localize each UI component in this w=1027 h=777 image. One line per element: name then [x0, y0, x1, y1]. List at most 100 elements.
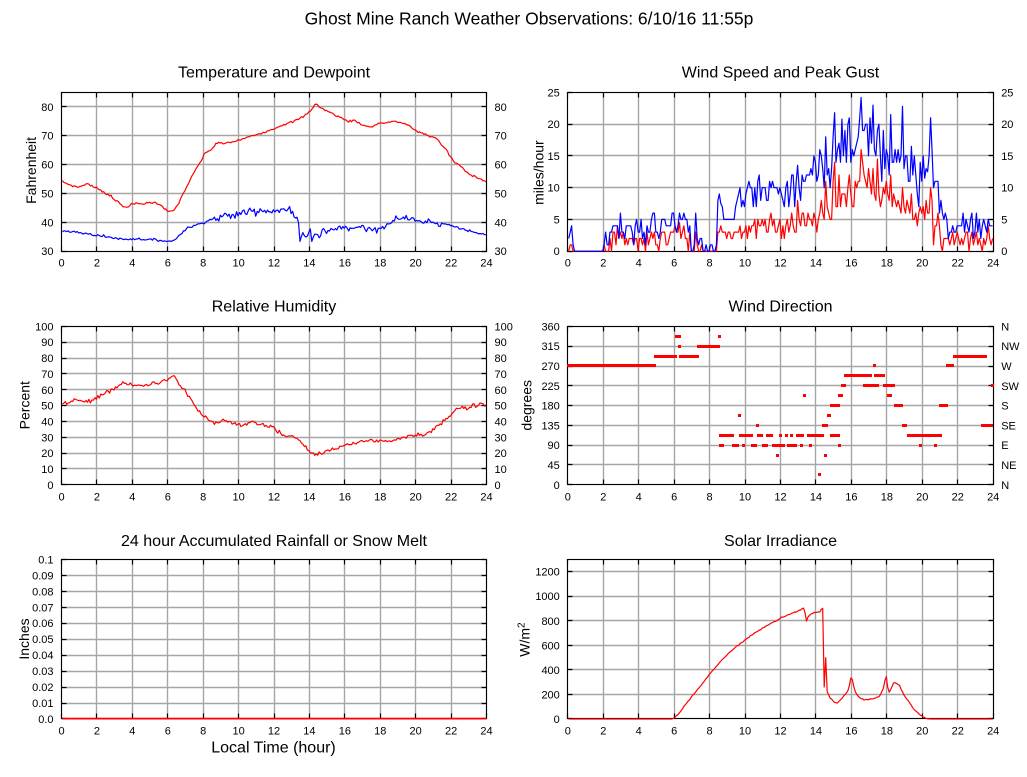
- svg-text:12: 12: [268, 726, 280, 738]
- svg-text:200: 200: [541, 689, 559, 701]
- svg-text:24: 24: [987, 491, 999, 503]
- svg-text:8: 8: [200, 258, 206, 270]
- svg-text:0: 0: [495, 480, 501, 492]
- svg-text:2: 2: [600, 258, 606, 270]
- svg-text:Wind Direction: Wind Direction: [728, 298, 832, 315]
- svg-text:10: 10: [495, 464, 507, 476]
- svg-text:20: 20: [410, 726, 422, 738]
- svg-text:Wind Speed and Peak Gust: Wind Speed and Peak Gust: [682, 65, 880, 82]
- svg-text:180: 180: [541, 401, 559, 413]
- svg-text:6: 6: [165, 726, 171, 738]
- svg-text:400: 400: [541, 665, 559, 677]
- svg-text:10: 10: [232, 258, 244, 270]
- svg-text:S: S: [1001, 401, 1008, 413]
- svg-text:18: 18: [881, 491, 893, 503]
- svg-text:24: 24: [480, 491, 492, 503]
- svg-text:18: 18: [881, 258, 893, 270]
- svg-text:80: 80: [41, 353, 53, 365]
- svg-text:8: 8: [707, 491, 713, 503]
- svg-text:Relative Humidity: Relative Humidity: [212, 298, 336, 315]
- svg-text:0.04: 0.04: [32, 650, 53, 662]
- svg-text:0: 0: [565, 491, 571, 503]
- svg-text:0: 0: [58, 258, 64, 270]
- svg-text:5: 5: [1001, 214, 1007, 226]
- svg-text:30: 30: [495, 432, 507, 444]
- svg-text:SE: SE: [1001, 420, 1016, 432]
- svg-text:6: 6: [165, 258, 171, 270]
- svg-text:30: 30: [495, 246, 507, 258]
- svg-text:360: 360: [541, 321, 559, 333]
- svg-text:Inches: Inches: [16, 618, 32, 659]
- svg-text:8: 8: [200, 491, 206, 503]
- svg-text:NE: NE: [1001, 460, 1016, 472]
- svg-text:22: 22: [952, 491, 964, 503]
- svg-text:2: 2: [94, 491, 100, 503]
- svg-text:8: 8: [707, 726, 713, 738]
- svg-text:NW: NW: [1001, 341, 1020, 353]
- svg-text:14: 14: [810, 258, 822, 270]
- svg-text:0.0: 0.0: [38, 714, 53, 726]
- svg-text:0.02: 0.02: [32, 682, 53, 694]
- svg-text:Percent: Percent: [17, 381, 33, 429]
- svg-text:60: 60: [495, 160, 507, 172]
- svg-text:22: 22: [952, 258, 964, 270]
- svg-text:0.05: 0.05: [32, 634, 53, 646]
- svg-text:W: W: [1001, 361, 1012, 373]
- svg-text:0: 0: [47, 480, 53, 492]
- svg-text:14: 14: [303, 726, 315, 738]
- svg-text:0.09: 0.09: [32, 570, 53, 582]
- svg-text:24: 24: [987, 726, 999, 738]
- svg-text:10: 10: [232, 726, 244, 738]
- svg-text:6: 6: [671, 726, 677, 738]
- svg-text:4: 4: [129, 726, 135, 738]
- svg-text:10: 10: [41, 464, 53, 476]
- svg-text:40: 40: [41, 217, 53, 229]
- svg-text:25: 25: [548, 87, 560, 99]
- svg-text:Fahrenheit: Fahrenheit: [23, 137, 39, 204]
- svg-text:18: 18: [374, 258, 386, 270]
- svg-text:16: 16: [845, 258, 857, 270]
- svg-text:15: 15: [1001, 151, 1013, 163]
- svg-text:N: N: [1001, 321, 1009, 333]
- svg-text:12: 12: [774, 726, 786, 738]
- svg-text:14: 14: [303, 491, 315, 503]
- svg-text:20: 20: [1001, 119, 1013, 131]
- svg-text:90: 90: [41, 337, 53, 349]
- svg-text:0: 0: [554, 480, 560, 492]
- svg-text:0: 0: [58, 491, 64, 503]
- svg-text:20: 20: [916, 258, 928, 270]
- svg-text:24: 24: [480, 726, 492, 738]
- svg-text:N: N: [1001, 480, 1009, 492]
- svg-text:Solar Irradiance: Solar Irradiance: [724, 533, 837, 550]
- svg-text:80: 80: [495, 102, 507, 114]
- svg-text:80: 80: [495, 353, 507, 365]
- svg-text:60: 60: [495, 385, 507, 397]
- svg-text:24: 24: [480, 258, 492, 270]
- svg-text:0.07: 0.07: [32, 602, 53, 614]
- svg-text:4: 4: [636, 258, 642, 270]
- svg-text:40: 40: [495, 416, 507, 428]
- svg-text:14: 14: [810, 491, 822, 503]
- svg-text:90: 90: [548, 440, 560, 452]
- svg-text:2: 2: [94, 258, 100, 270]
- svg-text:60: 60: [41, 385, 53, 397]
- svg-text:18: 18: [374, 491, 386, 503]
- svg-text:SW: SW: [1001, 381, 1019, 393]
- svg-text:2: 2: [600, 726, 606, 738]
- svg-text:2: 2: [94, 726, 100, 738]
- svg-text:50: 50: [495, 401, 507, 413]
- svg-text:135: 135: [541, 420, 559, 432]
- svg-text:4: 4: [129, 258, 135, 270]
- svg-text:100: 100: [35, 321, 53, 333]
- svg-text:22: 22: [445, 726, 457, 738]
- svg-text:16: 16: [845, 726, 857, 738]
- svg-text:14: 14: [810, 726, 822, 738]
- svg-text:12: 12: [774, 491, 786, 503]
- svg-text:20: 20: [41, 448, 53, 460]
- svg-text:80: 80: [41, 102, 53, 114]
- svg-text:10: 10: [548, 183, 560, 195]
- svg-text:40: 40: [41, 416, 53, 428]
- svg-text:16: 16: [339, 726, 351, 738]
- svg-text:10: 10: [232, 491, 244, 503]
- svg-text:0: 0: [1001, 246, 1007, 258]
